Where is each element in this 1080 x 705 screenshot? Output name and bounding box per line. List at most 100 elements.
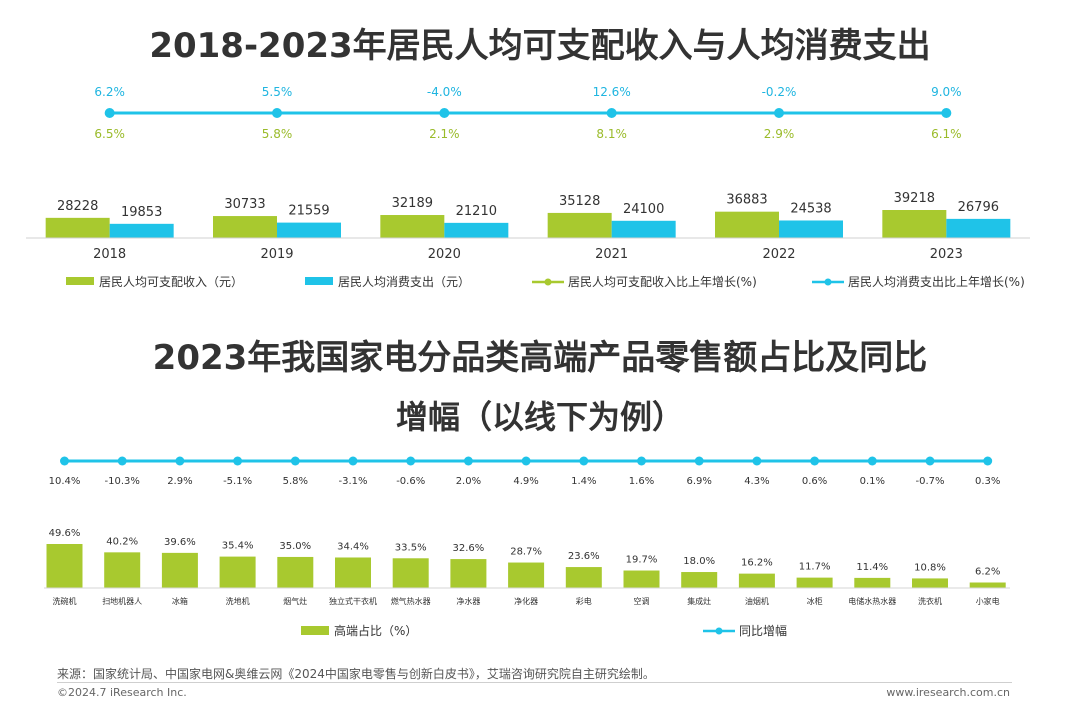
- income-bar: [380, 215, 445, 238]
- category-tick-label: 洗地机: [226, 596, 250, 606]
- expenditure-growth-label: 5.5%: [262, 85, 293, 99]
- category-tick-label: 独立式干衣机: [329, 596, 377, 606]
- yoy-growth-label: 0.3%: [975, 476, 1000, 487]
- expenditure-value-label: 24100: [623, 202, 664, 217]
- yoy-growth-label: 6.9%: [686, 476, 711, 487]
- expenditure-growth-label: -0.2%: [762, 85, 797, 99]
- yoy-growth-label: 1.6%: [629, 476, 654, 487]
- footer-divider: [57, 682, 1012, 683]
- category-tick-label: 空调: [634, 596, 650, 606]
- premium-share-label: 35.4%: [222, 541, 254, 552]
- yoy-growth-point: [406, 456, 416, 466]
- premium-share-bar: [912, 578, 948, 588]
- legend-growth-marker: [715, 627, 723, 635]
- income-value-label: 30733: [224, 197, 265, 212]
- premium-share-bar: [392, 558, 429, 588]
- year-tick-label: 2019: [260, 247, 293, 262]
- yoy-growth-label: -5.1%: [223, 476, 252, 487]
- income-expenditure-chart: 6.2% 6.5% 28228 19853 2018 5.5% 5.8% 30733 21559…: [26, 85, 1030, 289]
- premium-share-label: 28.7%: [510, 547, 542, 558]
- source-note: 来源：国家统计局、中国家电网&奥维云网《2024中国家电零售与创新白皮书》，艾瑞…: [57, 667, 655, 681]
- yoy-growth-label: 1.4%: [571, 476, 596, 487]
- yoy-growth-point: [694, 456, 704, 466]
- income-growth-label: 2.9%: [764, 127, 795, 141]
- income-growth-label: 6.1%: [931, 127, 962, 141]
- premium-share-bar: [969, 582, 1006, 588]
- expenditure-value-label: 21210: [456, 204, 497, 219]
- income-value-label: 32189: [392, 196, 433, 211]
- growth-point: [439, 108, 450, 118]
- yoy-growth-label: 4.9%: [513, 476, 538, 487]
- category-tick-label: 扫地机器人: [102, 596, 142, 606]
- category-tick-label: 冰箱: [172, 596, 188, 606]
- premium-share-label: 11.7%: [799, 562, 831, 573]
- expenditure-value-label: 26796: [958, 200, 999, 215]
- category-tick-label: 洗碗机: [53, 596, 77, 606]
- yoy-growth-point: [60, 456, 69, 466]
- yoy-growth-label: 5.8%: [283, 476, 308, 487]
- premium-share-label: 39.6%: [164, 537, 196, 548]
- legend-share-label: 高端占比（%）: [334, 623, 417, 638]
- expenditure-bar: [109, 223, 174, 238]
- premium-share-label: 32.6%: [453, 543, 485, 554]
- premium-share-bar: [738, 573, 775, 588]
- expenditure-bar: [946, 218, 1011, 238]
- legend-expenditure-growth-label: 居民人均消费支出比上年增长(%): [848, 275, 1025, 289]
- income-value-label: 28228: [57, 199, 98, 214]
- site-url[interactable]: www.iresearch.com.cn: [886, 686, 1010, 699]
- income-growth-label: 6.5%: [94, 127, 125, 141]
- premium-share-bar: [161, 552, 198, 588]
- yoy-growth-label: -10.3%: [105, 476, 140, 487]
- year-tick-label: 2018: [93, 247, 126, 262]
- growth-point: [941, 108, 952, 118]
- premium-share-bar: [219, 556, 256, 588]
- category-tick-label: 冰柜: [807, 596, 823, 606]
- yoy-growth-label: -0.6%: [396, 476, 425, 487]
- income-bar: [213, 216, 277, 238]
- expenditure-bar: [277, 222, 341, 238]
- yoy-growth-point: [233, 456, 243, 466]
- yoy-growth-point: [637, 456, 646, 466]
- income-bar: [45, 217, 110, 238]
- copyright: ©2024.7 iResearch Inc.: [57, 686, 187, 699]
- premium-share-label: 6.2%: [975, 567, 1000, 578]
- income-growth-label: 2.1%: [429, 127, 460, 141]
- category-tick-label: 集成灶: [687, 596, 711, 606]
- category-tick-label: 净水器: [456, 596, 480, 606]
- premium-share-bar: [508, 562, 545, 588]
- premium-share-label: 40.2%: [106, 536, 138, 547]
- premium-share-label: 33.5%: [395, 542, 427, 553]
- premium-share-bar: [450, 559, 487, 588]
- income-bar: [715, 211, 779, 238]
- income-growth-label: 8.1%: [596, 127, 627, 141]
- category-tick-label: 小家电: [976, 596, 1000, 606]
- year-tick-label: 2022: [762, 247, 795, 262]
- yoy-growth-label: 0.6%: [802, 476, 827, 487]
- year-tick-label: 2020: [428, 247, 461, 262]
- expenditure-bar: [611, 220, 676, 238]
- expenditure-growth-label: 9.0%: [931, 85, 962, 99]
- yoy-growth-point: [867, 456, 877, 466]
- expenditure-growth-label: 6.2%: [94, 85, 125, 99]
- category-tick-label: 油烟机: [745, 596, 769, 606]
- year-tick-label: 2023: [930, 247, 963, 262]
- income-growth-label: 5.8%: [262, 127, 293, 141]
- category-tick-label: 电储水热水器: [848, 596, 896, 606]
- yoy-growth-point: [348, 456, 358, 466]
- expenditure-value-label: 19853: [121, 205, 162, 220]
- legend-income-growth-label: 居民人均可支配收入比上年增长(%): [568, 275, 757, 289]
- expenditure-value-label: 24538: [790, 201, 831, 216]
- category-tick-label: 烟气灶: [283, 596, 307, 606]
- chart2-title-line1: 2023年我国家电分品类高端产品零售额占比及同比: [152, 338, 928, 378]
- yoy-growth-label: 2.9%: [167, 476, 192, 487]
- expenditure-bar: [444, 222, 509, 238]
- premium-share-bar: [681, 572, 718, 588]
- premium-share-bar: [335, 557, 371, 588]
- premium-share-label: 49.6%: [49, 528, 81, 539]
- legend-income-label: 居民人均可支配收入（元）: [99, 275, 243, 289]
- chart1-title: 2018-2023年居民人均可支配收入与人均消费支出: [149, 26, 931, 66]
- premium-share-label: 35.0%: [279, 541, 311, 552]
- growth-point: [272, 108, 282, 118]
- yoy-growth-label: 2.0%: [456, 476, 481, 487]
- legend-expenditure-label: 居民人均消费支出（元）: [338, 275, 470, 289]
